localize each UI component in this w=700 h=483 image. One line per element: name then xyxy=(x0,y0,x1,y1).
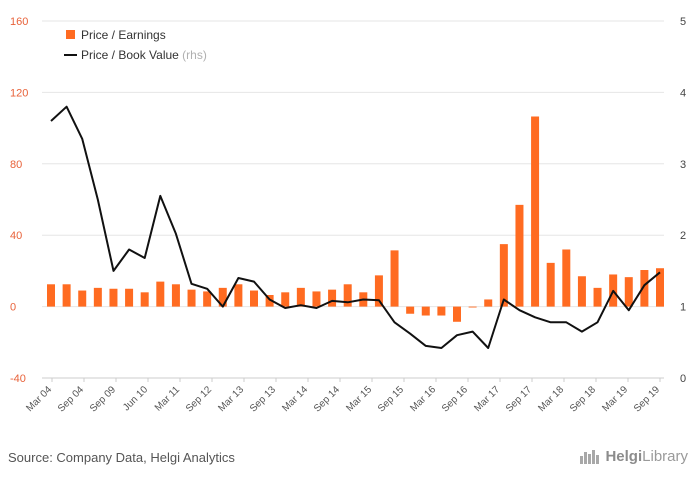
x-tick-label: Mar 19 xyxy=(600,384,630,414)
x-tick-label: Mar 14 xyxy=(280,384,310,414)
x-tick-label: Sep 16 xyxy=(440,384,470,414)
pe-bar xyxy=(125,288,134,307)
axes: -40 0 40 80 120 160 0 1 2 3 4 5 Mar 04 Sep 04 Sep 09 Ju… xyxy=(10,16,686,415)
library-logo-icon xyxy=(580,449,600,464)
pe-bar xyxy=(93,287,102,307)
x-tick-label: Sep 14 xyxy=(312,384,342,414)
x-tick-label: Mar 17 xyxy=(472,384,502,414)
pe-bar xyxy=(624,277,633,307)
pe-bar xyxy=(343,284,352,307)
y-right-tick-label: 2 xyxy=(680,230,686,242)
brand-name-rest: Library xyxy=(642,448,688,465)
pe-bar xyxy=(234,284,243,307)
legend-rhs-suffix: (rhs) xyxy=(182,48,207,62)
x-tick-label: Sep 09 xyxy=(88,384,118,414)
pe-bar xyxy=(140,292,149,307)
pe-bar xyxy=(515,204,524,307)
pe-bar xyxy=(577,276,586,307)
pe-bar xyxy=(281,292,290,307)
x-tick-label: Sep 15 xyxy=(376,384,406,414)
x-tick-label: Sep 04 xyxy=(56,384,86,414)
legend-swatch-pe xyxy=(66,30,75,39)
x-tick-label: Sep 19 xyxy=(632,384,662,414)
grid-lines xyxy=(42,20,664,308)
pe-bar xyxy=(62,284,71,307)
x-tick-label: Mar 13 xyxy=(216,384,246,414)
pe-bar xyxy=(656,268,664,307)
y-right-tick-label: 0 xyxy=(680,373,686,385)
y-left-tick-label: -40 xyxy=(10,373,26,385)
pe-bar xyxy=(531,116,540,307)
y-right-tick-label: 3 xyxy=(680,159,686,171)
pe-bar xyxy=(109,288,118,307)
pe-bar xyxy=(187,289,196,307)
pe-bar xyxy=(437,306,446,316)
y-left-tick-label: 120 xyxy=(10,87,28,99)
brand-logo: HelgiLibrary xyxy=(580,448,688,465)
pe-bar xyxy=(640,270,649,307)
pe-bar xyxy=(265,294,274,307)
pe-bar xyxy=(453,306,461,322)
pe-bar xyxy=(484,299,493,307)
pe-bar xyxy=(78,290,87,307)
y-left-tick-label: 40 xyxy=(10,230,22,242)
x-tick-label: Mar 18 xyxy=(536,384,566,414)
pe-bar xyxy=(328,289,337,307)
x-tick-label: Sep 17 xyxy=(504,384,534,414)
pe-bar xyxy=(296,287,305,307)
pe-bar xyxy=(47,284,55,307)
x-tick-label: Mar 16 xyxy=(408,384,438,414)
pbv-line-group xyxy=(50,105,661,349)
x-tick-label: Sep 13 xyxy=(248,384,278,414)
source-note: Source: Company Data, Helgi Analytics xyxy=(8,450,235,465)
x-tick-label: Sep 12 xyxy=(184,384,214,414)
pe-bar xyxy=(250,290,258,307)
legend-label-pbv: Price / Book Value (rhs) xyxy=(81,48,207,62)
brand-name-strong: Helgi xyxy=(605,448,643,465)
pe-bar xyxy=(390,250,399,307)
pe-bar xyxy=(593,287,602,307)
legend: Price / Earnings Price / Book Value (rhs… xyxy=(64,28,207,62)
pe-bar xyxy=(406,306,415,314)
y-right-tick-label: 4 xyxy=(680,87,686,99)
pe-bar xyxy=(218,287,227,307)
pe-bar xyxy=(421,306,430,316)
x-tick-label: Mar 11 xyxy=(153,384,183,414)
pe-bar xyxy=(156,281,165,307)
pe-bar xyxy=(312,291,321,307)
pe-bar xyxy=(562,249,571,307)
x-tick-label: Sep 18 xyxy=(568,384,598,414)
pbv-line xyxy=(50,105,661,349)
x-tick-label: Mar 04 xyxy=(24,384,54,414)
pe-bar xyxy=(171,284,180,307)
legend-label-pe: Price / Earnings xyxy=(81,28,166,42)
pe-bar xyxy=(546,262,555,307)
pe-bar xyxy=(499,244,508,307)
pe-bars xyxy=(47,116,664,322)
y-right-tick-label: 5 xyxy=(680,16,686,28)
pe-bar xyxy=(374,275,383,307)
x-tick-label: Mar 15 xyxy=(344,384,374,414)
y-left-tick-label: 80 xyxy=(10,159,22,171)
y-right-tick-label: 1 xyxy=(680,302,686,314)
y-left-tick-label: 0 xyxy=(10,302,16,314)
pe-bar xyxy=(468,306,477,308)
y-left-tick-label: 160 xyxy=(10,16,28,28)
x-tick-label: Jun 10 xyxy=(121,384,150,413)
pe-bar xyxy=(203,291,212,307)
